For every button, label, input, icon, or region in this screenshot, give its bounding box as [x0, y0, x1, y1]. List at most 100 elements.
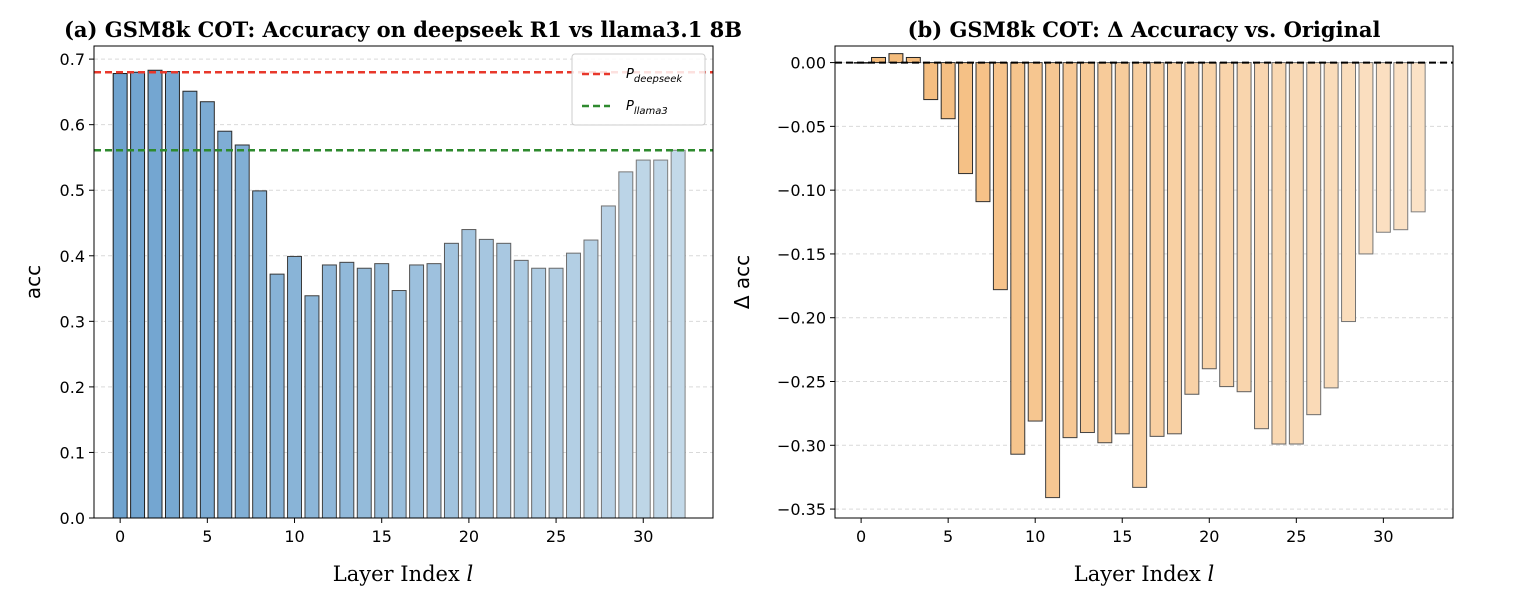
- panel-b-y-axis-label: Δ acc: [730, 255, 754, 309]
- bar-layer-30: [635, 159, 651, 519]
- bar-layer-19: [443, 242, 459, 519]
- bar-layer-8: [992, 62, 1008, 291]
- y-tick-label: 0.2: [60, 378, 85, 397]
- bar-layer-17: [1149, 62, 1165, 437]
- bar-layer-24: [531, 267, 547, 519]
- bar-layer-20: [1201, 62, 1217, 370]
- legend-label-llama3-sub: llama3: [634, 106, 668, 117]
- panel-a-x-axis-label: Layer Index l: [333, 562, 473, 586]
- legend-label-llama3: Pllama3: [626, 99, 668, 117]
- bar-layer-16: [391, 290, 407, 519]
- panel-b-x-axis-label-text: Layer Index: [1074, 562, 1208, 586]
- y-tick-label: 0.0: [60, 509, 85, 528]
- bar-layer-25: [548, 267, 564, 519]
- x-tick-label: 15: [1112, 527, 1132, 546]
- legend-label-deepseek-base: P: [626, 67, 634, 82]
- bar-layer-18: [1167, 62, 1182, 435]
- legend-label-llama3-base: P: [626, 99, 634, 114]
- bar-layer-14: [356, 267, 372, 519]
- bar-layer-18: [426, 263, 442, 519]
- y-tick-label: 0.6: [60, 116, 85, 135]
- legend-label-deepseek: Pdeepseek: [626, 67, 683, 85]
- panel-a-y-ticks: 0.0 0.1 0.2 0.3 0.4 0.5 0.6 0.7: [60, 50, 94, 528]
- panel-a-reference-lines: [94, 70, 713, 152]
- bar-layer-29: [618, 171, 634, 519]
- bar-layer-21: [1219, 62, 1235, 388]
- bar-layer-32: [1410, 62, 1426, 213]
- y-tick-label: 0.00: [790, 54, 826, 73]
- bar-layer-5: [199, 101, 215, 519]
- x-tick-label: 10: [284, 527, 304, 546]
- panel-b-bars: [853, 53, 1426, 499]
- y-tick-label: −0.15: [777, 245, 826, 264]
- bar-layer-9: [1010, 62, 1026, 455]
- panel-b-delta-accuracy: (b) GSM8k COT: Δ Accuracy vs. Original 0…: [730, 17, 1454, 586]
- x-tick-label: 20: [1199, 527, 1219, 546]
- bar-layer-23: [1254, 62, 1269, 430]
- panel-a-x-ticks: 0 5 10 15 20 25 30: [115, 518, 653, 546]
- panel-a-y-axis-label: acc: [21, 265, 45, 299]
- bar-layer-6: [217, 130, 233, 519]
- panel-b-axes-frame: [834, 45, 1454, 519]
- panel-a-x-axis-label-text: Layer Index: [333, 562, 467, 586]
- x-tick-label: 25: [1286, 527, 1306, 546]
- x-tick-label: 5: [943, 527, 953, 546]
- panel-b-x-axis-label: Layer Index l: [1074, 562, 1214, 586]
- x-tick-label: 20: [459, 527, 479, 546]
- bar-layer-22: [1236, 62, 1252, 393]
- panel-a-bars: [112, 69, 686, 519]
- bar-layer-8: [252, 190, 268, 519]
- bar-layer-1: [871, 56, 886, 64]
- y-tick-label: −0.20: [777, 309, 826, 328]
- bar-layer-19: [1184, 62, 1200, 395]
- bar-layer-29: [1358, 62, 1374, 255]
- y-tick-label: −0.35: [777, 500, 826, 519]
- bar-layer-10: [287, 255, 302, 519]
- y-tick-label: −0.25: [777, 373, 826, 392]
- bar-layer-21: [478, 238, 494, 519]
- panel-a-axes-frame: [93, 45, 714, 519]
- y-tick-label: −0.05: [777, 117, 826, 136]
- y-tick-label: 0.1: [60, 443, 85, 462]
- bar-layer-10: [1027, 62, 1043, 422]
- bar-layer-26: [566, 252, 581, 519]
- bar-layer-11: [304, 295, 320, 519]
- bar-layer-4: [182, 90, 198, 519]
- x-tick-label: 0: [856, 527, 866, 546]
- y-tick-label: 0.3: [60, 312, 85, 331]
- y-tick-label: 0.7: [60, 50, 85, 69]
- x-tick-label: 10: [1025, 527, 1045, 546]
- panel-b-title: (b) GSM8k COT: Δ Accuracy vs. Original: [908, 17, 1381, 42]
- bar-layer-2: [147, 69, 163, 519]
- x-tick-label: 5: [202, 527, 212, 546]
- bar-layer-5: [940, 62, 956, 120]
- panel-b-x-ticks: 0 5 10 15 20 25 30: [856, 518, 1394, 546]
- bar-layer-0: [112, 73, 128, 519]
- x-tick-label: 15: [372, 527, 392, 546]
- bar-layer-12: [321, 264, 337, 519]
- x-tick-label: 30: [633, 527, 653, 546]
- bar-layer-25: [1288, 62, 1304, 445]
- panel-a-x-axis-label-var: l: [466, 562, 473, 586]
- y-tick-label: 0.5: [60, 181, 85, 200]
- x-tick-label: 0: [115, 527, 125, 546]
- legend-label-deepseek-sub: deepseek: [634, 74, 684, 85]
- panel-a-accuracy: (a) GSM8k COT: Accuracy on deepseek R1 v…: [21, 17, 742, 586]
- bar-layer-31: [653, 159, 669, 519]
- y-tick-label: −0.30: [777, 436, 826, 455]
- bar-layer-16: [1132, 62, 1148, 488]
- panel-a-title: (a) GSM8k COT: Accuracy on deepseek R1 v…: [64, 17, 742, 42]
- bar-layer-9: [269, 273, 285, 519]
- bar-layer-13: [339, 261, 355, 519]
- bar-layer-11: [1045, 62, 1061, 499]
- bar-layer-28: [1341, 62, 1357, 323]
- bar-layer-17: [409, 264, 425, 519]
- bar-layer-12: [1062, 62, 1078, 439]
- bar-layer-22: [496, 242, 512, 519]
- bar-layer-15: [374, 263, 390, 519]
- bar-layer-32: [670, 149, 686, 519]
- bar-layer-27: [583, 239, 599, 519]
- bar-layer-15: [1114, 62, 1130, 435]
- bar-layer-27: [1323, 62, 1339, 389]
